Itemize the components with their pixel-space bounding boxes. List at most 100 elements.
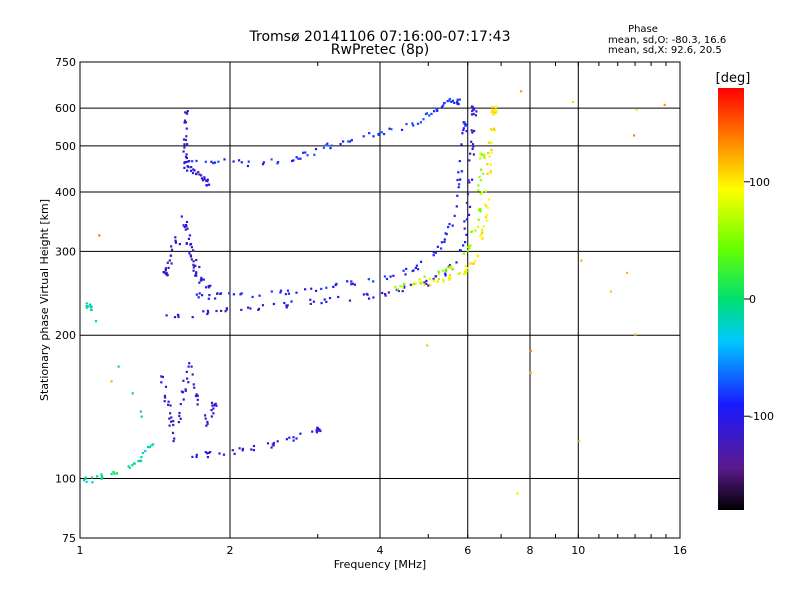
data-point xyxy=(463,227,466,230)
data-point xyxy=(186,377,189,380)
data-point xyxy=(188,252,191,255)
data-point xyxy=(455,205,458,208)
data-point xyxy=(429,283,432,286)
data-point xyxy=(191,373,194,376)
data-point xyxy=(456,100,459,104)
data-point xyxy=(164,267,167,270)
data-point xyxy=(367,278,370,281)
data-point xyxy=(139,410,142,413)
data-point xyxy=(285,306,288,309)
data-point xyxy=(190,166,193,169)
data-point xyxy=(292,159,295,162)
data-point xyxy=(185,242,188,245)
data-point xyxy=(490,111,493,114)
data-point xyxy=(394,285,397,289)
data-point xyxy=(464,124,467,127)
data-point xyxy=(186,143,189,146)
data-point xyxy=(167,266,170,269)
data-point xyxy=(167,400,170,403)
data-point xyxy=(232,293,235,296)
data-point xyxy=(246,164,249,168)
data-point xyxy=(184,138,187,142)
data-point xyxy=(428,114,431,117)
data-point xyxy=(160,375,163,378)
data-point xyxy=(372,296,375,299)
data-point xyxy=(419,282,422,285)
data-point xyxy=(184,228,187,231)
data-point xyxy=(101,476,104,479)
data-point xyxy=(482,172,485,175)
data-point xyxy=(450,265,453,268)
data-point xyxy=(467,245,470,248)
data-point xyxy=(492,113,495,116)
data-point xyxy=(464,265,467,268)
data-point xyxy=(209,451,212,454)
data-point xyxy=(470,113,474,116)
data-point xyxy=(315,429,318,432)
data-point xyxy=(436,245,439,248)
data-point xyxy=(437,277,440,281)
data-point xyxy=(183,121,186,124)
data-point xyxy=(185,112,189,115)
data-point xyxy=(87,305,90,308)
data-point xyxy=(457,186,460,189)
data-point xyxy=(353,283,356,286)
data-point xyxy=(217,160,220,163)
data-point xyxy=(317,428,320,431)
data-point xyxy=(451,224,454,227)
data-point xyxy=(238,447,241,450)
data-point xyxy=(465,201,469,205)
data-point xyxy=(185,127,188,130)
data-point xyxy=(185,370,188,373)
data-point xyxy=(299,432,302,435)
data-point xyxy=(487,198,491,201)
data-point xyxy=(170,245,173,248)
data-point xyxy=(490,148,493,152)
data-point xyxy=(444,232,447,235)
data-point xyxy=(443,238,446,241)
data-point xyxy=(448,264,452,267)
data-point xyxy=(214,297,217,300)
data-point xyxy=(442,280,445,283)
data-point xyxy=(463,121,466,124)
data-point xyxy=(368,132,371,135)
data-point xyxy=(195,455,198,459)
data-point xyxy=(366,293,369,296)
data-point xyxy=(183,146,186,149)
data-point xyxy=(423,281,426,284)
data-point xyxy=(85,305,88,308)
data-point xyxy=(295,291,298,294)
data-point xyxy=(493,110,496,113)
data-point xyxy=(362,293,365,296)
data-point xyxy=(160,381,163,384)
data-point xyxy=(491,106,494,109)
data-point xyxy=(483,203,486,206)
data-point xyxy=(414,266,417,269)
data-point xyxy=(484,216,488,219)
data-point xyxy=(196,398,199,401)
data-point xyxy=(350,280,353,283)
data-point xyxy=(192,260,195,263)
data-point xyxy=(405,123,408,126)
data-point xyxy=(351,282,354,285)
data-point xyxy=(270,158,273,161)
data-point xyxy=(419,121,422,124)
data-point xyxy=(252,444,256,448)
data-point xyxy=(315,289,318,292)
data-point xyxy=(458,183,461,186)
data-point xyxy=(320,287,323,290)
data-point xyxy=(486,206,489,209)
data-point xyxy=(468,244,471,248)
data-point xyxy=(222,453,226,456)
data-point xyxy=(286,289,290,292)
data-point xyxy=(195,159,198,162)
data-point xyxy=(443,101,446,105)
data-point xyxy=(634,333,637,336)
data-point xyxy=(182,398,185,401)
data-point xyxy=(218,452,221,455)
data-point xyxy=(179,417,182,420)
data-point xyxy=(483,155,486,158)
data-point xyxy=(286,304,289,307)
data-point xyxy=(472,108,475,111)
data-point xyxy=(489,170,492,173)
